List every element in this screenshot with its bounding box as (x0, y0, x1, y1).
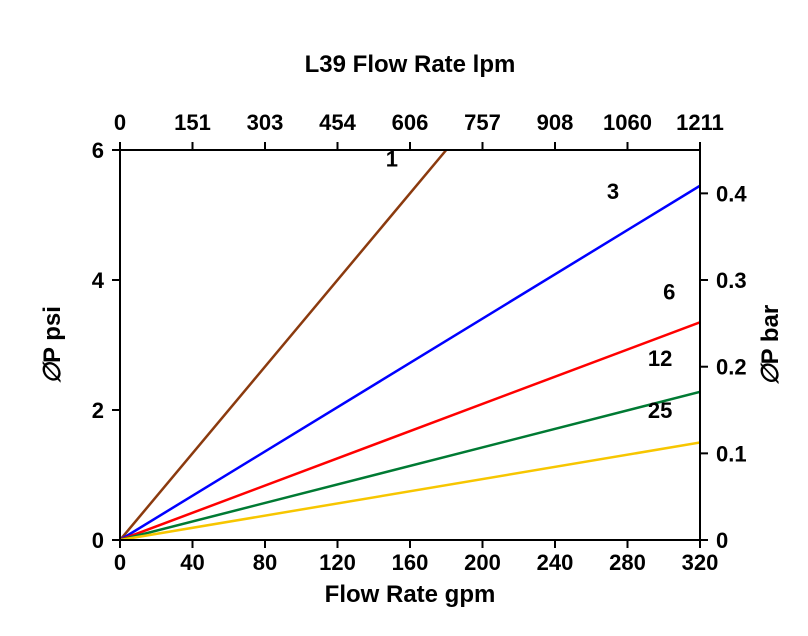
xt-tick-label: 1211 (676, 110, 724, 135)
xt-tick-label: 454 (319, 110, 356, 135)
xt-tick-label: 606 (392, 110, 429, 135)
series-label-25: 25 (648, 398, 672, 423)
series-label-1: 1 (386, 146, 398, 171)
x-bottom-label: Flow Rate gpm (325, 581, 496, 608)
chart-title: L39 Flow Rate lpm (305, 51, 516, 78)
xb-tick-label: 320 (682, 550, 719, 575)
xb-tick-label: 160 (392, 550, 429, 575)
xb-tick-label: 240 (537, 550, 574, 575)
yr-tick-label: 0.1 (716, 441, 747, 466)
xt-tick-label: 908 (537, 110, 574, 135)
yr-tick-label: 0.3 (716, 268, 747, 293)
xt-tick-label: 1060 (603, 110, 652, 135)
series-label-6: 6 (663, 280, 675, 305)
flow-rate-chart: 04080120160200240280320Flow Rate gpm0151… (0, 0, 808, 636)
xb-tick-label: 280 (609, 550, 646, 575)
yr-tick-label: 0.4 (716, 181, 747, 206)
xt-tick-label: 757 (464, 110, 501, 135)
yr-tick-label: 0 (716, 528, 728, 553)
xt-tick-label: 151 (174, 110, 211, 135)
y-right-label: ∅P bar (757, 305, 784, 386)
yl-tick-label: 2 (92, 398, 104, 423)
xb-tick-label: 120 (319, 550, 356, 575)
yr-tick-label: 0.2 (716, 355, 747, 380)
y-left-label: ∅P psi (39, 306, 66, 384)
yl-tick-label: 6 (92, 138, 104, 163)
chart-container: 04080120160200240280320Flow Rate gpm0151… (0, 0, 808, 636)
xt-tick-label: 303 (247, 110, 284, 135)
xb-tick-label: 40 (180, 550, 204, 575)
xt-tick-label: 0 (114, 110, 126, 135)
series-label-12: 12 (648, 346, 672, 371)
series-label-3: 3 (607, 179, 619, 204)
xb-tick-label: 200 (464, 550, 501, 575)
yl-tick-label: 4 (92, 268, 105, 293)
yl-tick-label: 0 (92, 528, 104, 553)
xb-tick-label: 80 (253, 550, 277, 575)
xb-tick-label: 0 (114, 550, 126, 575)
